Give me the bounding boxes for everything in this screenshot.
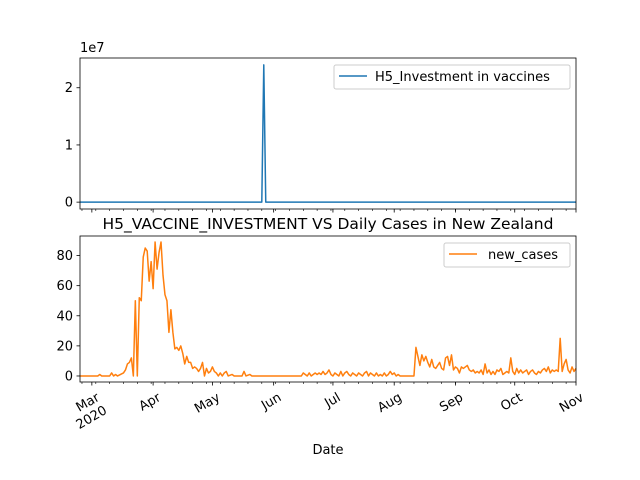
top-y-tick-label: 1 <box>65 138 73 153</box>
top-legend: H5_Investment in vaccines <box>333 64 571 90</box>
top-legend-label: H5_Investment in vaccines <box>375 70 550 85</box>
bottom-legend-label: new_cases <box>488 248 558 263</box>
bottom-series-line <box>80 241 577 377</box>
x-tick-label: Jul <box>321 390 343 411</box>
bottom-y-axis: 0 20 40 60 80 <box>56 249 80 384</box>
bottom-axes-frame <box>79 235 577 383</box>
bottom-y-tick-label: 80 <box>56 249 73 264</box>
top-axes-frame <box>79 57 577 210</box>
bottom-y-tick-label: 60 <box>56 279 73 294</box>
top-series <box>80 64 576 203</box>
top-panel: 0 1 2 1e7 H5_Investment in vaccines <box>65 41 577 213</box>
top-legend-box <box>333 64 571 90</box>
chart-title: H5_VACCINE_INVESTMENT VS Daily Cases in … <box>103 215 554 234</box>
bottom-y-tick-label: 0 <box>65 369 73 384</box>
x-axis-label: Date <box>312 443 343 458</box>
bottom-panel: H5_VACCINE_INVESTMENT VS Daily Cases in … <box>56 215 586 458</box>
top-y-tick-label: 0 <box>65 196 73 211</box>
top-series-line <box>80 64 576 203</box>
bottom-legend: new_cases <box>443 242 571 268</box>
top-offset-label: 1e7 <box>80 41 105 56</box>
bottom-y-tick-label: 40 <box>56 309 73 324</box>
top-y-axis: 0 1 2 <box>65 81 80 211</box>
top-x-axis <box>81 209 577 213</box>
bottom-y-tick-label: 20 <box>56 339 73 354</box>
bottom-legend-box <box>443 242 571 268</box>
bottom-series <box>80 241 577 377</box>
top-y-tick-label: 2 <box>65 81 73 96</box>
